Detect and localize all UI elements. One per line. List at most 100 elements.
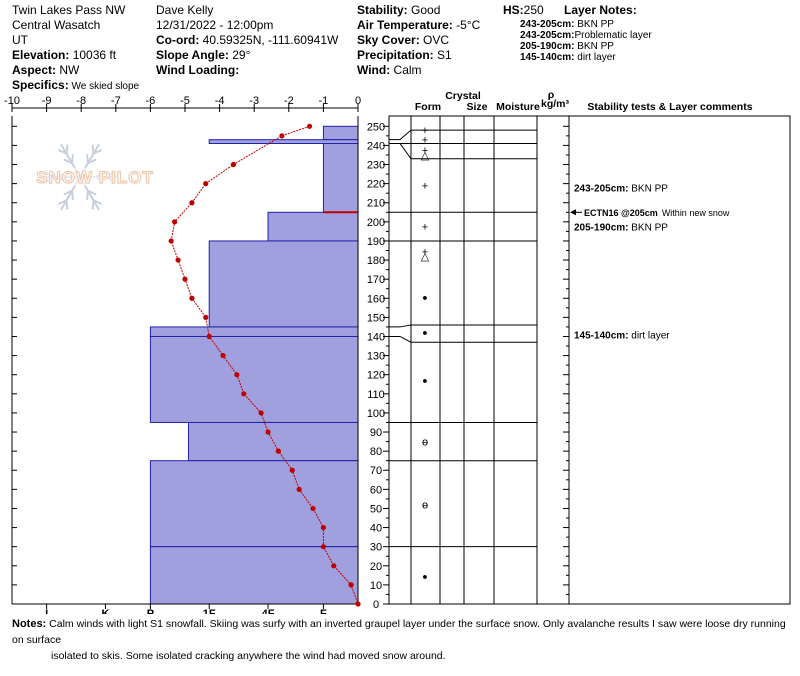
temp-tick-label: -5	[180, 95, 190, 107]
notes-line2: isolated to skis. Some isolated cracking…	[51, 650, 446, 662]
snowflake-branch	[86, 190, 89, 200]
layer-boundary-line	[389, 335, 537, 343]
hardness-layer-bar	[322, 142, 359, 213]
snowflake-branch	[86, 154, 89, 164]
field-value: 40.59325N, -111.60941W	[199, 33, 339, 47]
height-tick-label: 220	[367, 179, 385, 191]
rho-unit-header: kg/m³	[541, 98, 570, 110]
height-tick-label: 250	[367, 121, 385, 133]
snowflake-branch	[65, 144, 69, 154]
height-tick-label: 40	[370, 523, 382, 535]
temperature-point	[206, 333, 212, 340]
height-tick-label: 120	[367, 370, 385, 382]
snowflake-branch	[45, 176, 54, 184]
field-label: Stability:	[357, 3, 408, 17]
field-value: Central Wasatch	[12, 18, 101, 32]
height-tick-label: 140	[367, 331, 385, 343]
temperature-point	[230, 161, 237, 168]
notes-line1: Calm winds with light S1 snowfall. Skiin…	[12, 618, 786, 646]
snowflake-branch	[57, 199, 67, 205]
layer-note-text: BKN PP	[574, 41, 614, 52]
header-field: Slope Angle: 29°	[156, 48, 338, 63]
hardness-tick-label: 1F	[203, 608, 216, 614]
layer-comment-range: 145-140cm:	[574, 331, 628, 342]
layer-boundary-line	[389, 142, 537, 160]
hardness-tick-label: K	[101, 608, 109, 614]
height-tick-label: 240	[367, 140, 385, 152]
snowflake-branch	[63, 158, 73, 165]
field-label: Specifics:	[12, 78, 69, 92]
temperature-point	[189, 295, 195, 301]
snowpilot-logo: SNOW PILOT	[36, 143, 154, 211]
crystal-form-symbol: ●	[422, 571, 427, 581]
temperature-line	[170, 125, 359, 605]
field-value: Calm	[390, 63, 422, 77]
crystal-form-symbol: ɵ	[422, 500, 428, 512]
height-tick-label: 80	[370, 446, 382, 458]
temperature-point	[310, 505, 316, 512]
height-tick-label: 160	[367, 293, 385, 305]
notes-section: Notes: Calm winds with light S1 snowfall…	[12, 616, 794, 664]
height-tick-label: 70	[370, 465, 382, 477]
stability-test-code: ECTN16 @205cm	[584, 208, 658, 218]
field-value: Twin Lakes Pass NW	[12, 3, 126, 17]
layer-notes-title-text: Layer Notes:	[564, 3, 637, 17]
header-field: UT	[12, 33, 139, 48]
snowflake-arm	[60, 176, 81, 211]
snowflake-branch	[87, 158, 97, 165]
hardness-layer-bar	[149, 546, 359, 605]
temp-tick-label: -6	[146, 95, 156, 107]
snowflake-branch	[91, 200, 95, 210]
snowflake-arm	[60, 143, 81, 178]
header-field: Air Temperature: -5°C	[357, 18, 480, 33]
hardness-tick-label: F	[320, 608, 327, 614]
height-tick-label: 10	[370, 580, 382, 592]
temperature-profile	[168, 123, 361, 607]
snowflake-branch	[71, 154, 74, 164]
temperature-point	[289, 467, 295, 473]
snowflake-branch	[63, 189, 73, 196]
height-tick-label: 100	[367, 408, 385, 420]
field-value: NW	[56, 63, 80, 77]
header-field: Aspect: NW	[12, 63, 139, 78]
stability-test-arrow-head	[570, 209, 576, 216]
temperature-point	[182, 276, 188, 282]
height-tick-label: 110	[367, 389, 385, 401]
height-tick-label: 190	[367, 236, 385, 248]
temp-tick-label: -1	[319, 95, 329, 107]
header-field: Precipitation: S1	[357, 48, 480, 63]
temperature-point	[348, 582, 354, 588]
profile-axes: -10 -9 -8 -7 -6 -5 -4 -3 -2 -1 0I K P 1F 4F F	[4, 95, 361, 614]
temperature-point	[258, 410, 264, 416]
layer-note-range: 205-190cm:	[520, 41, 575, 52]
layer-note: 145-140cm: dirt layer	[520, 52, 652, 63]
temp-tick-label: -3	[249, 95, 259, 107]
layer-comment: 145-140cm: dirt layer	[574, 331, 670, 342]
field-label: Slope Angle:	[156, 48, 229, 62]
layer-note: 205-190cm: BKN PP	[520, 41, 652, 52]
hs-field: HS:250	[503, 3, 544, 18]
temp-tick-label: -8	[76, 95, 86, 107]
temperature-point	[265, 429, 271, 435]
size-header: Size	[466, 101, 487, 113]
crystal-form-symbol: ɵ	[422, 437, 428, 449]
layer-note-range: 243-205cm:	[520, 30, 575, 41]
hardness-layer-bar	[149, 326, 359, 337]
layer-note-text: Problematic layer	[574, 30, 652, 41]
temperature-point	[241, 391, 247, 397]
logo-text: SNOW PILOT	[36, 168, 154, 187]
header-field: Wind Loading:	[156, 63, 338, 78]
snowflake-branch	[65, 200, 69, 210]
temperature-point	[220, 352, 226, 359]
hardness-tick-label: 4F	[262, 608, 275, 614]
snow-profile-chart: SNOW PILOT -10 -9 -8 -7 -6 -5 -4 -3 -2 -1 0I K P 1F 4F…	[4, 89, 791, 614]
snowflake-branch	[57, 149, 67, 155]
layer-note: 243-205cm:Problematic layer	[520, 30, 652, 41]
height-tick-label: 170	[367, 274, 385, 286]
field-label: Wind Loading:	[156, 63, 240, 77]
temp-tick-label: -2	[284, 95, 294, 107]
header-col2: Dave Kelly 12/31/2022 - 12:00pm Co-ord: 40…	[156, 3, 338, 78]
header-field: Wind: Calm	[357, 63, 480, 78]
field-value: -5°C	[452, 18, 481, 32]
height-tick-label: 20	[370, 561, 382, 573]
